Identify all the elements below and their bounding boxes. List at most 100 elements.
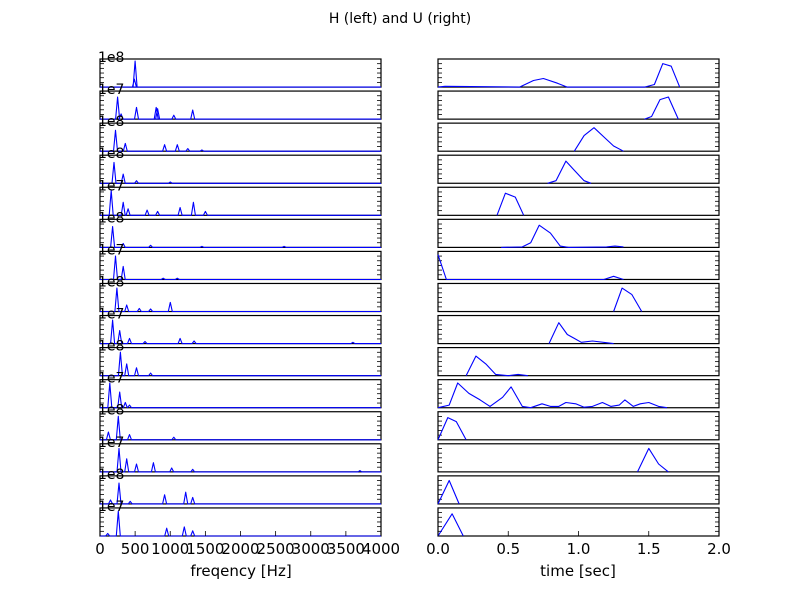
h-panel-12 xyxy=(99,411,382,441)
u-panel-2 xyxy=(437,90,720,120)
u-xaxis-label: time [sec] xyxy=(540,562,616,580)
h-frame-7 xyxy=(99,250,382,281)
h-panel-8 xyxy=(99,282,382,313)
h-frame-2 xyxy=(99,90,382,120)
u-series-line xyxy=(547,160,592,184)
u-series-line xyxy=(437,382,668,409)
h-offset-label: 1e8 xyxy=(98,339,124,355)
h-frame-1 xyxy=(99,58,382,88)
h-xtick-label: 2500 xyxy=(257,540,295,558)
u-frame-13 xyxy=(437,443,720,473)
h-series-line xyxy=(100,129,381,152)
h-offset-label: 1e8 xyxy=(98,146,124,162)
h-frame-4 xyxy=(99,154,382,184)
h-xtick-label: 3500 xyxy=(327,540,365,558)
u-panel-7 xyxy=(437,250,720,281)
u-frame-3 xyxy=(437,122,720,152)
u-series-line xyxy=(644,96,679,120)
u-xtick-label: 0.5 xyxy=(496,540,520,558)
h-series-line xyxy=(100,319,381,345)
h-xtick-label: 3000 xyxy=(292,540,330,558)
u-panel-1 xyxy=(437,58,720,88)
h-offset-label: 1e8 xyxy=(98,114,124,130)
h-offset-label: 1e7 xyxy=(98,178,124,194)
h-series-line xyxy=(100,161,381,184)
u-frame-8 xyxy=(437,282,720,313)
u-frame-4 xyxy=(437,154,720,184)
h-panel-10 xyxy=(99,347,382,377)
h-frame-14 xyxy=(99,475,382,505)
h-xtick-label: 0 xyxy=(95,540,105,558)
h-panel-11 xyxy=(99,379,382,409)
u-panel-10 xyxy=(437,347,720,377)
h-series-line xyxy=(100,287,381,313)
h-panel-1 xyxy=(99,58,382,88)
h-frame-12 xyxy=(99,411,382,441)
u-series-line xyxy=(437,417,467,441)
u-frame-10 xyxy=(437,347,720,377)
u-frame-5 xyxy=(437,186,720,216)
h-offset-label: 1e7 xyxy=(98,242,124,258)
h-offset-label: 1e8 xyxy=(98,50,124,66)
h-offset-label: 1e8 xyxy=(98,274,124,290)
h-series-line xyxy=(100,60,381,88)
h-xtick-label: 1500 xyxy=(186,540,224,558)
u-frame-14 xyxy=(437,475,720,505)
h-xtick-label: 4000 xyxy=(362,540,400,558)
h-panel-13 xyxy=(99,443,382,473)
u-panel-12 xyxy=(437,411,720,441)
u-frame-12 xyxy=(437,411,720,441)
h-series-line xyxy=(100,190,381,216)
u-panel-6 xyxy=(437,218,720,248)
u-series-line xyxy=(437,254,624,281)
u-xtick-label: 2.0 xyxy=(707,540,731,558)
u-xtick-label: 0.0 xyxy=(426,540,450,558)
h-frame-9 xyxy=(99,314,382,345)
u-frame-7 xyxy=(437,250,720,281)
h-series-line xyxy=(100,255,381,281)
h-panel-4 xyxy=(99,154,382,184)
u-panel-4 xyxy=(437,154,720,184)
u-time-axis: 0.0 0.5 1.0 1.5 2.0 xyxy=(426,531,731,558)
u-frame-11 xyxy=(437,379,720,409)
u-series-line xyxy=(465,355,528,377)
h-series-line xyxy=(100,447,381,473)
h-xtick-label: 500 xyxy=(121,540,150,558)
u-xtick-label: 1.5 xyxy=(637,540,661,558)
h-xtick-label: 1000 xyxy=(151,540,189,558)
h-xtick-label: 2000 xyxy=(221,540,259,558)
h-series-line xyxy=(100,351,381,377)
h-frame-3 xyxy=(99,122,382,152)
u-series-line xyxy=(501,224,624,248)
u-series-line xyxy=(437,479,460,505)
h-series-line xyxy=(100,225,381,248)
u-panel-11 xyxy=(437,379,720,409)
h-offset-label: 1e7 xyxy=(98,307,124,323)
u-panel-5 xyxy=(437,186,720,216)
u-panel-14 xyxy=(437,475,720,505)
u-series-line xyxy=(637,447,669,473)
u-panel-9 xyxy=(437,314,720,345)
h-offset-label: 1e7 xyxy=(98,82,124,98)
h-frame-6 xyxy=(99,218,382,248)
u-panel-3 xyxy=(437,122,720,152)
u-frame-1 xyxy=(437,58,720,88)
u-series-line xyxy=(496,192,525,216)
h-frame-10 xyxy=(99,347,382,377)
h-offset-label: 1e8 xyxy=(98,403,124,419)
h-panel-column: 1e8 1e7 1e8 1e8 1e7 1e8 1e7 1e8 1e7 1e8 1e7 1e8 1e7 1… xyxy=(98,50,382,537)
u-xtick-label: 1.0 xyxy=(567,540,591,558)
h-panel-9 xyxy=(99,314,382,345)
h-offset-label: 1e7 xyxy=(98,435,124,451)
h-xaxis-label: freqency [Hz] xyxy=(190,562,291,580)
u-frame-2 xyxy=(437,90,720,120)
h-panel-6 xyxy=(99,218,382,248)
h-series-line xyxy=(100,482,381,505)
h-offset-label: 1e7 xyxy=(98,499,124,515)
u-frame-6 xyxy=(437,218,720,248)
h-frame-8 xyxy=(99,282,382,313)
u-series-line xyxy=(573,127,624,152)
